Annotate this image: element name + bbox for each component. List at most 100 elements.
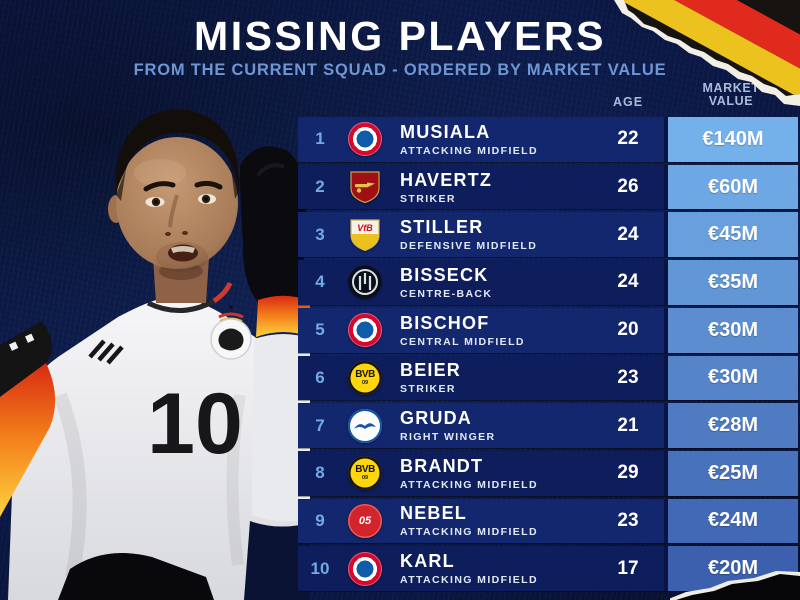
club-badge-cell [342,165,388,210]
player-name: KARL [400,551,455,572]
player-age: 23 [617,509,639,531]
player-position: CENTRAL MIDFIELD [400,335,525,348]
player-info: MUSIALA ATTACKING MIDFIELD [388,117,592,162]
player-name: BISSECK [400,264,489,285]
player-position: STRIKER [400,383,456,396]
club-badge-cell: BVB 09 [342,451,388,496]
club-badge-cell [342,546,388,591]
rank-label: 6 [315,367,325,387]
player-position: ATTACKING MIDFIELD [400,478,538,491]
inter-milan-badge-icon [348,265,382,299]
borussia-dortmund-badge-icon: BVB 09 [348,456,382,491]
lower-glove [58,553,214,600]
gloved-hand [240,146,310,600]
rank-label: 1 [315,129,325,149]
market-value: €30M [664,307,798,353]
germany-flag-icon [614,0,800,106]
svg-text:VfB: VfB [357,223,373,233]
player-age: 26 [617,176,639,198]
player-info: NEBEL ATTACKING MIDFIELD [388,499,592,544]
player-info: STILLER DEFENSIVE MIDFIELD [388,212,592,257]
player-photo: 10 [0,109,310,600]
brighton-badge-icon [348,408,382,443]
page-subtitle: FROM THE CURRENT SQUAD - ORDERED BY MARK… [133,61,667,79]
market-value: €30M [664,355,798,401]
rank-label: 10 [310,558,330,578]
player-info: BEIER STRIKER [388,356,592,401]
bayern-munich-badge-icon [348,313,382,348]
player-position: STRIKER [400,192,456,205]
player-name: NEBEL [400,503,468,524]
table-row: 4 BISSECK CENTRE-BACK 24 €35M [298,260,798,305]
rank-label: 8 [315,463,325,483]
market-value: €60M [664,164,798,210]
club-badge-cell [342,308,388,353]
table-row: 5 BISCHOF CENTRAL MIDFIELD 20 €30M [298,307,798,353]
bayern-munich-badge-icon [348,551,382,586]
market-value: €45M [664,212,798,258]
player-name: GRUDA [400,408,472,429]
player-info: HAVERTZ STRIKER [388,165,592,210]
market-value: €24M [664,498,798,544]
player-info: BRANDT ATTACKING MIDFIELD [388,451,592,496]
player-name: BEIER [400,360,462,381]
vfb-stuttgart-badge-icon: VfB [350,219,380,251]
table-row: 1 MUSIALA ATTACKING MIDFIELD 22 €140M [298,117,798,162]
rank-label: 4 [315,272,325,292]
player-position: CENTRE-BACK [400,287,493,300]
column-header-market-value: MARKET VALUE [664,82,798,108]
player-position: RIGHT WINGER [400,431,496,444]
germany-jersey: 10 [0,281,299,600]
player-name: STILLER [400,217,484,238]
table-body: 1 MUSIALA ATTACKING MIDFIELD 22 €140M 2 HAVERT… [298,117,798,592]
mainz-05-badge-icon: 05 [348,503,382,538]
table-row: 6 BVB 09 BEIER STRIKER 23 €30M [298,355,798,401]
player-position: ATTACKING MIDFIELD [400,526,538,539]
club-badge-cell: 05 [342,499,388,544]
market-value-header-label: MARKET VALUE [702,81,760,108]
club-badge-cell: VfB [342,212,388,257]
rank-label: 3 [315,224,325,244]
player-age: 24 [617,223,639,245]
player-info: GRUDA RIGHT WINGER [388,403,592,448]
table-row: 8 BVB 09 BRANDT ATTACKING MIDFIELD 29 €25M [298,450,798,496]
player-name: BRANDT [400,455,484,476]
player-position: DEFENSIVE MIDFIELD [400,240,538,253]
club-badge-cell [342,260,388,305]
rank-label: 7 [315,415,325,435]
arsenal-badge-icon [350,171,380,204]
rank-label: 2 [315,177,325,197]
torn-paper-corner-icon [670,571,800,600]
club-badge-cell [342,403,388,448]
table-row: 9 05 NEBEL ATTACKING MIDFIELD 23 €24M [298,498,798,544]
player-position: ATTACKING MIDFIELD [400,144,538,157]
player-position: ATTACKING MIDFIELD [400,574,538,587]
market-value: €35M [664,260,798,305]
player-info: KARL ATTACKING MIDFIELD [388,546,592,591]
player-age: 22 [617,128,639,150]
dfb-crest-icon [210,305,252,360]
page-title: MISSING PLAYERS [194,13,606,59]
market-value: €28M [664,403,798,448]
player-age: 21 [617,414,639,436]
adidas-logo-icon [88,339,124,365]
column-header-age: AGE [612,95,644,109]
table-row: 7 GRUDA RIGHT WINGER 21 €28M [298,403,798,448]
rank-label: 5 [315,320,325,340]
player-name: MUSIALA [400,121,491,142]
player-age: 24 [617,271,639,293]
borussia-dortmund-badge-icon: BVB 09 [348,360,382,395]
player-info: BISCHOF CENTRAL MIDFIELD [388,308,592,353]
player-name: BISCHOF [400,312,490,333]
player-name: HAVERTZ [400,169,493,190]
table-row: 2 HAVERTZ STRIKER 26 €60M [298,164,798,210]
player-age: 17 [617,557,639,579]
player-age: 20 [617,319,639,341]
market-value: €140M [664,117,798,162]
club-badge-cell [342,117,388,162]
player-face [108,109,240,303]
player-age: 29 [617,462,639,484]
player-info: BISSECK CENTRE-BACK [388,260,592,305]
market-value: €25M [664,450,798,496]
